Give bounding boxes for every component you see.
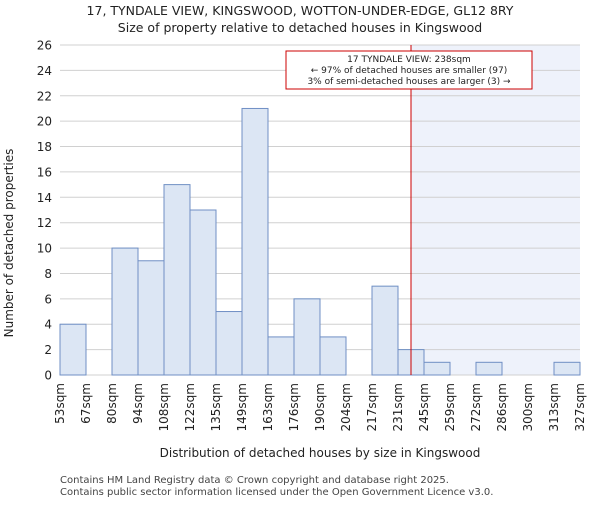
y-tick-label: 10 (37, 242, 52, 256)
y-tick-label: 8 (44, 267, 52, 281)
y-tick-label: 24 (37, 64, 52, 78)
bar (137, 260, 165, 376)
bar (319, 336, 347, 376)
x-tick-label: 190sqm (313, 383, 327, 431)
bar (163, 184, 191, 376)
x-tick-label: 327sqm (573, 383, 587, 431)
x-tick-label: 204sqm (339, 383, 353, 431)
x-tick-label: 272sqm (469, 383, 483, 431)
annotation-box (285, 50, 533, 90)
bar (267, 336, 295, 376)
y-tick-label: 12 (37, 216, 52, 230)
x-tick-label: 135sqm (209, 383, 223, 431)
y-tick-label: 26 (37, 39, 52, 53)
bar (371, 285, 399, 376)
x-tick-label: 149sqm (235, 383, 249, 431)
x-tick-label: 231sqm (391, 383, 405, 431)
bar (215, 311, 243, 376)
bar (293, 298, 321, 376)
y-axis-label: Number of detached properties (2, 149, 16, 338)
x-tick-label: 313sqm (547, 383, 561, 431)
x-tick-label: 176sqm (287, 383, 301, 431)
x-tick-label: 122sqm (183, 383, 197, 431)
bar (111, 247, 139, 376)
annotation-line-3: 3% of semi-detached houses are larger (3… (307, 77, 511, 87)
footer-line-1: Contains HM Land Registry data © Crown c… (60, 475, 449, 486)
y-tick-label: 14 (37, 191, 52, 205)
x-axis-label: Distribution of detached houses by size … (160, 446, 481, 460)
y-tick-label: 4 (44, 318, 52, 332)
bar (423, 361, 451, 376)
x-tick-label: 108sqm (157, 383, 171, 431)
larger-properties-region (411, 45, 580, 375)
x-axis-ticks: 53sqm 67sqm 80sqm 94sqm 108sqm 122sqm 135sqm 14… (53, 383, 587, 431)
x-tick-label: 217sqm (365, 383, 379, 431)
annotation-line-2: ← 97% of detached houses are smaller (97… (311, 66, 508, 76)
y-tick-label: 6 (44, 292, 52, 306)
x-tick-label: 67sqm (79, 383, 93, 424)
x-tick-label: 94sqm (131, 383, 145, 424)
annotation-line-1: 17 TYNDALE VIEW: 238sqm (347, 55, 471, 65)
chart-subtitle: Size of property relative to detached ho… (118, 20, 482, 35)
chart-title: 17, TYNDALE VIEW, KINGSWOOD, WOTTON-UNDE… (87, 3, 514, 18)
x-tick-label: 163sqm (261, 383, 275, 431)
bars (59, 107, 581, 376)
x-tick-label: 286sqm (495, 383, 509, 431)
footer-line-2: Contains public sector information licen… (60, 487, 493, 498)
bar (241, 107, 269, 376)
y-tick-label: 20 (37, 115, 52, 129)
bar (553, 361, 581, 376)
x-tick-label: 53sqm (53, 383, 67, 424)
x-tick-label: 245sqm (417, 383, 431, 431)
x-tick-label: 259sqm (443, 383, 457, 431)
x-tick-label: 300sqm (521, 383, 535, 431)
y-tick-label: 16 (37, 165, 52, 179)
bar (189, 209, 217, 376)
y-tick-label: 18 (37, 140, 52, 154)
x-tick-label: 80sqm (105, 383, 119, 424)
y-tick-label: 2 (44, 343, 52, 357)
bar (475, 361, 503, 376)
bar (59, 323, 87, 376)
y-tick-label: 0 (44, 369, 52, 383)
y-tick-label: 22 (37, 89, 52, 103)
